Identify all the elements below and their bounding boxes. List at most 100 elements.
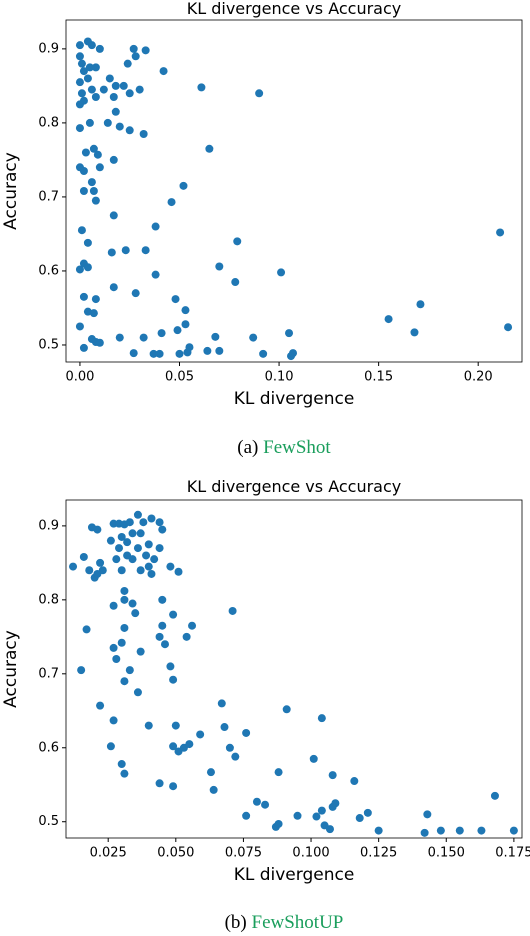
caption-label: (b) xyxy=(225,912,247,933)
scatter-point xyxy=(509,826,518,835)
scatter-point xyxy=(105,74,114,83)
scatter-point xyxy=(131,609,140,618)
scatter-point xyxy=(355,814,364,823)
scatter-point xyxy=(83,263,92,272)
scatter-point xyxy=(182,632,191,641)
scatter-point xyxy=(350,777,359,786)
scatter-point xyxy=(181,306,190,315)
scatter-point xyxy=(158,525,167,534)
scatter-point xyxy=(166,662,175,671)
scatter-point xyxy=(129,44,138,53)
scatter-point xyxy=(144,562,153,571)
scatter-point xyxy=(261,800,270,809)
scatter-point xyxy=(215,262,224,271)
scatter-point xyxy=(109,211,118,220)
scatter-point xyxy=(155,632,164,641)
x-tick-label: 0.20 xyxy=(464,370,493,385)
scatter-point xyxy=(171,721,180,730)
scatter-point xyxy=(123,59,132,68)
scatter-point xyxy=(120,595,129,604)
scatter-point xyxy=(274,768,283,777)
scatter-point xyxy=(75,52,84,61)
scatter-point xyxy=(125,666,134,675)
scatter-point xyxy=(117,760,126,769)
scatter-point xyxy=(75,124,84,133)
scatter-point xyxy=(328,771,337,780)
scatter-point xyxy=(133,510,142,519)
scatter-point xyxy=(109,601,118,610)
scatter-point xyxy=(228,606,237,615)
scatter-point xyxy=(196,730,205,739)
scatter-point xyxy=(490,791,499,800)
scatter-point xyxy=(79,187,88,195)
scatter-point xyxy=(79,167,88,176)
scatter-point xyxy=(225,743,234,752)
chart-title: KL divergence vs Accuracy xyxy=(187,477,402,496)
scatter-point xyxy=(95,163,104,172)
scatter-point xyxy=(109,643,118,652)
scatter-point xyxy=(89,144,98,153)
scatter-point xyxy=(155,518,164,527)
x-tick-label: 0.05 xyxy=(165,370,194,385)
scatter-point xyxy=(423,810,432,819)
scatter-point xyxy=(125,89,134,98)
scatter-point xyxy=(96,558,105,567)
scatter-point xyxy=(496,228,505,237)
scatter-point xyxy=(103,118,112,127)
scatter-point xyxy=(106,536,115,545)
x-tick-label: 0.075 xyxy=(225,846,262,861)
y-tick-label: 0.8 xyxy=(38,592,59,607)
scatter-point xyxy=(109,155,118,164)
scatter-point xyxy=(83,307,92,316)
scatter-point xyxy=(255,89,264,98)
scatter-point xyxy=(69,562,78,571)
scatter-point xyxy=(363,808,372,817)
scatter-point xyxy=(166,562,175,571)
x-tick-label: 0.15 xyxy=(364,370,393,385)
scatter-point xyxy=(197,83,206,92)
scatter-point xyxy=(205,144,214,153)
scatter-point xyxy=(83,74,92,83)
scatter-point xyxy=(252,797,261,806)
x-tick-label: 0.100 xyxy=(292,846,329,861)
scatter-point xyxy=(142,551,151,560)
scatter-point xyxy=(317,806,326,815)
plot-frame xyxy=(65,19,523,363)
scatter-point xyxy=(117,638,126,647)
scatter-point xyxy=(174,567,183,576)
scatter-point xyxy=(139,518,148,527)
scatter-point xyxy=(384,315,393,324)
y-tick-label: 0.9 xyxy=(38,518,59,533)
scatter-point xyxy=(120,769,129,778)
scatter-point xyxy=(416,300,425,309)
scatter-point xyxy=(109,92,118,101)
scatter-point xyxy=(135,85,144,94)
scatter-point xyxy=(115,122,124,131)
y-axis-label: Accuracy xyxy=(1,152,21,230)
scatter-point xyxy=(99,85,108,94)
scatter-point xyxy=(139,333,148,342)
caption-name: FewShot xyxy=(263,437,331,458)
scatter-point xyxy=(309,754,318,763)
scatter-point xyxy=(112,655,121,664)
scatter-point xyxy=(106,742,115,751)
scatter-point xyxy=(169,675,178,684)
scatter-point xyxy=(129,349,138,358)
scatter-point xyxy=(231,278,240,287)
scatter-point xyxy=(83,238,92,247)
y-axis-label: Accuracy xyxy=(1,630,21,708)
scatter-point xyxy=(115,333,124,342)
scatter-point xyxy=(141,246,150,255)
scatter-point xyxy=(131,289,140,298)
scatter-point xyxy=(504,323,513,332)
scatter-point xyxy=(242,811,251,820)
x-tick-label: 0.125 xyxy=(360,846,397,861)
scatter-point xyxy=(77,226,86,235)
scatter-point xyxy=(112,555,121,564)
scatter-point xyxy=(150,555,159,564)
scatter-point xyxy=(171,295,180,304)
scatter-point xyxy=(128,555,137,564)
scatter-point xyxy=(169,742,178,751)
scatter-point xyxy=(85,566,94,575)
